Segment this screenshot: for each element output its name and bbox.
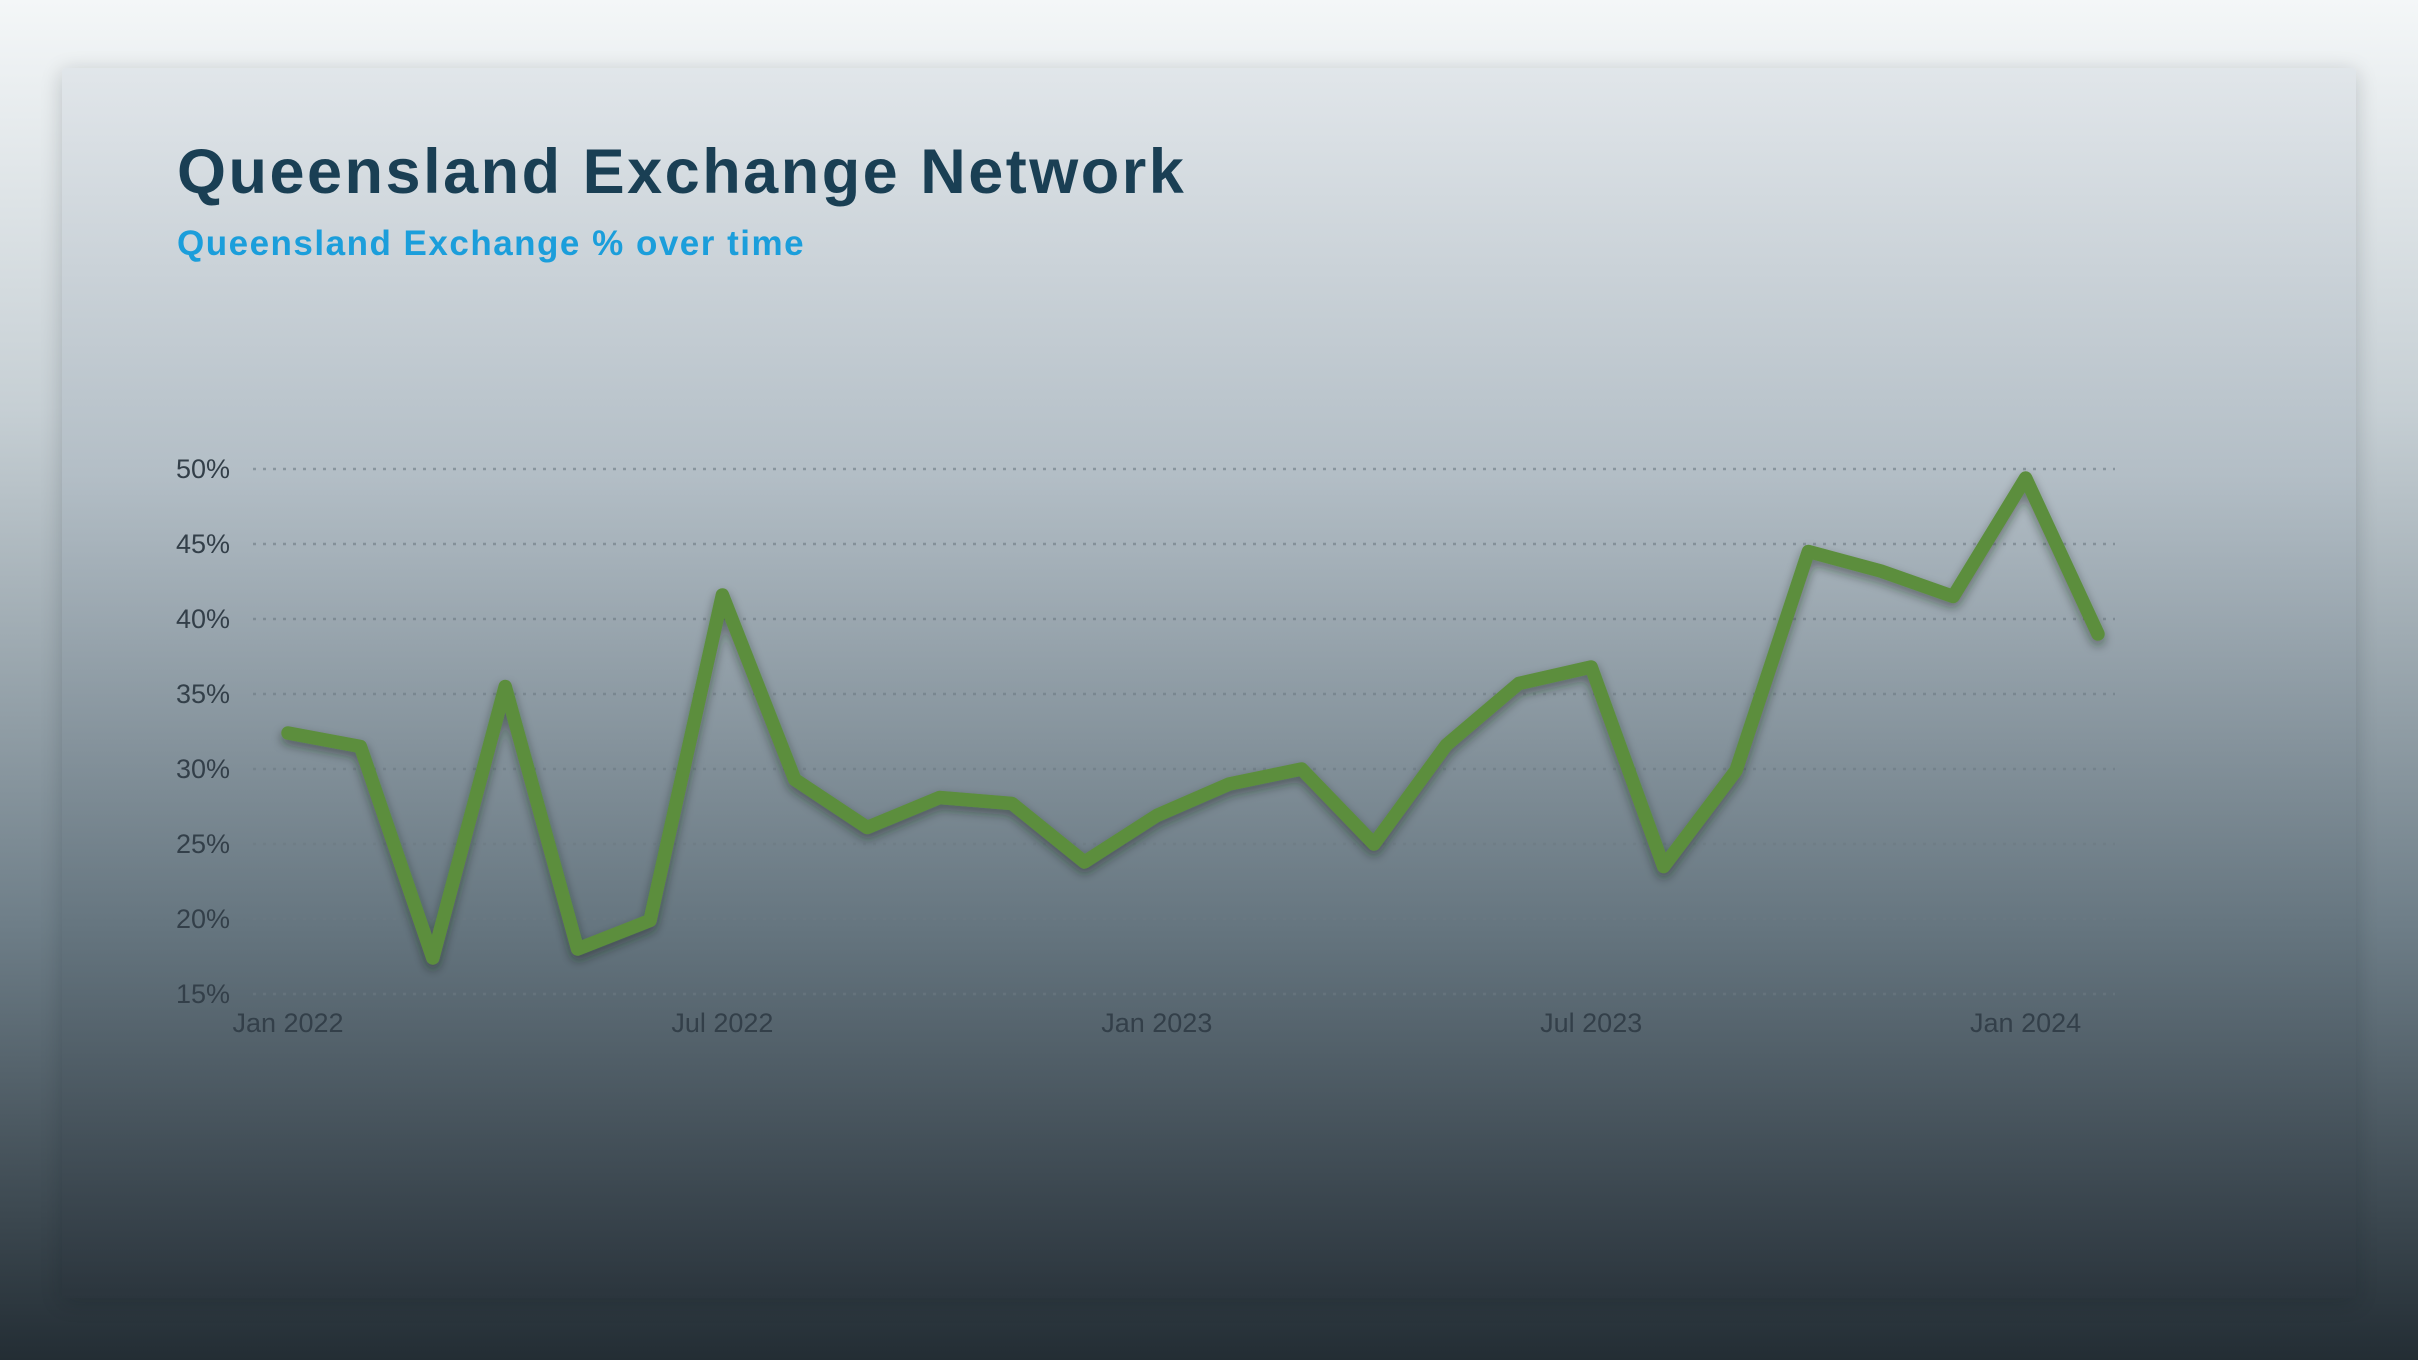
x-axis-tick-label: Jan 2023 (1101, 1008, 1212, 1038)
y-axis-tick-label: 50% (176, 454, 230, 484)
y-axis-labels-group: 50% 45% 40% 35% 30% 25% 20% 15% (176, 454, 230, 1009)
x-axis-tick-label: Jul 2023 (1540, 1008, 1642, 1038)
gridlines-group (253, 467, 2115, 996)
y-axis-tick-label: 30% (176, 754, 230, 784)
y-axis-tick-label: 25% (176, 829, 230, 859)
x-axis-labels-group: Jan 2022 Jul 2022 Jan 2023 Jul 2023 Jan 2024 (232, 1008, 2081, 1038)
y-axis-tick-label: 35% (176, 679, 230, 709)
x-axis-tick-label: Jul 2022 (671, 1008, 773, 1038)
x-axis-tick-label: Jan 2024 (1970, 1008, 2081, 1038)
y-axis-tick-label: 20% (176, 904, 230, 934)
chart-subtitle: Queensland Exchange % over time (177, 224, 806, 263)
data-line (281, 471, 2105, 965)
x-axis-tick-label: Jan 2022 (232, 1008, 343, 1038)
y-axis-tick-label: 45% (176, 529, 230, 559)
y-axis-tick-label: 40% (176, 604, 230, 634)
data-series-group (281, 471, 2105, 965)
y-axis-tick-label: 15% (176, 979, 230, 1009)
page-title: Queensland Exchange Network (177, 137, 1187, 207)
chart-card (62, 68, 2356, 1298)
